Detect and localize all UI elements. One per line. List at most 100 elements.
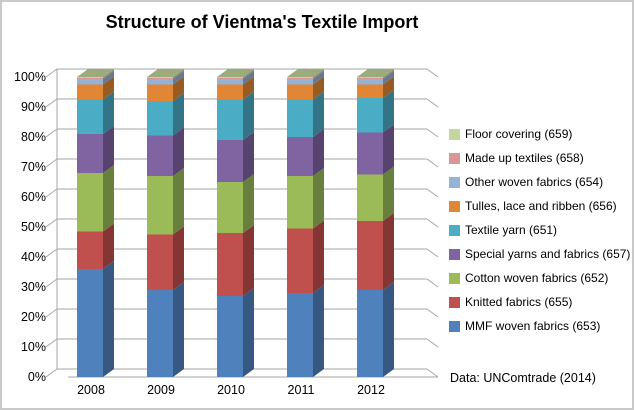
bar-segment-side	[173, 127, 184, 176]
bar-segment	[77, 79, 103, 85]
bar-segment	[357, 174, 383, 221]
y-axis-tick-label: 20%	[21, 310, 46, 324]
bar-segment	[357, 98, 383, 133]
bar-segment-side	[313, 285, 324, 377]
bar-top-face	[77, 69, 114, 77]
y-axis-tick-label: 90%	[21, 100, 46, 114]
bar-segment-side	[313, 76, 324, 100]
bar-segment	[357, 290, 383, 377]
axis-tick	[45, 368, 58, 378]
bar-segment-side	[313, 129, 324, 176]
bar-segment-side	[313, 220, 324, 293]
bar-segment-side	[103, 91, 114, 134]
legend-swatch	[449, 176, 460, 188]
bar-segment-side	[243, 132, 254, 182]
bar-segment	[287, 84, 313, 100]
bar-segment	[287, 293, 313, 377]
bar-segment-side	[313, 70, 324, 80]
legend-label: Knitted fabrics (655)	[465, 295, 573, 309]
legend-item: Tulles, lace and ribben (656)	[449, 194, 632, 218]
gridline-right-wall	[426, 188, 439, 198]
bar-segment-side	[173, 282, 184, 377]
bar-segment-side	[173, 226, 184, 290]
bar-segment	[147, 77, 173, 79]
bar-segment-side	[243, 70, 254, 80]
data-source-note: Data: UNComtrade (2014)	[450, 371, 596, 385]
y-axis-tick-label: 0%	[28, 370, 46, 384]
bar-segment-side	[313, 71, 324, 85]
axis-tick	[45, 98, 58, 108]
bar-top-face	[147, 69, 184, 77]
legend-swatch	[449, 272, 460, 284]
bar-segment-side	[383, 282, 394, 377]
legend-label: Other woven fabrics (654)	[465, 175, 604, 189]
bar-segment-side	[103, 71, 114, 85]
axis-tick	[45, 188, 58, 198]
legend-item: Knitted fabrics (655)	[449, 290, 632, 314]
bar-segment-side	[243, 288, 254, 377]
axis-tick	[45, 308, 58, 318]
bar-segment-side	[243, 76, 254, 100]
y-axis-tick-label: 50%	[21, 220, 46, 234]
axis-tick	[45, 158, 58, 168]
bar-segment-side	[173, 69, 184, 79]
bar-segment	[287, 176, 313, 229]
axis-tick	[45, 248, 58, 258]
bar-segment-side	[243, 69, 254, 79]
legend-label: Special yarns and fabrics (657)	[465, 247, 631, 261]
legend-item: Cotton woven fabrics (652)	[449, 266, 632, 290]
legend-swatch	[449, 152, 460, 164]
bar-segment	[357, 221, 383, 290]
bar-segment	[147, 79, 173, 85]
gridline-right-wall	[426, 68, 439, 78]
gridline-right-wall	[426, 278, 439, 288]
bar-segment	[77, 173, 103, 232]
bar-segment-side	[313, 69, 324, 79]
bar-segment-side	[243, 71, 254, 85]
bar-segment	[217, 99, 243, 140]
gridline-right-wall	[426, 218, 439, 228]
bar-segment-side	[383, 166, 394, 221]
bar-segment-side	[173, 93, 184, 136]
bar-segment	[217, 233, 243, 296]
legend-swatch	[449, 296, 460, 308]
gridline-right-wall	[426, 248, 439, 258]
legend-swatch	[449, 224, 460, 236]
gridline-right-wall	[426, 128, 439, 138]
bar-segment-side	[173, 71, 184, 85]
bar-segment	[287, 77, 313, 79]
bar-segment-side	[383, 213, 394, 290]
gridline-right-wall	[426, 368, 439, 378]
bar-segment	[77, 269, 103, 377]
bar-segment-side	[103, 69, 114, 79]
bar-segment-side	[103, 223, 114, 269]
bar-segment-side	[243, 91, 254, 140]
gridline-right-wall	[426, 308, 439, 318]
bar-segment	[77, 99, 103, 134]
bar-segment	[357, 132, 383, 175]
bar-segment	[217, 182, 243, 233]
bar-segment-side	[103, 70, 114, 80]
gridline-right-wall	[426, 338, 439, 348]
bar-segment	[287, 99, 313, 137]
legend-item: Made up textiles (658)	[449, 146, 632, 170]
bar-segment	[147, 78, 173, 80]
y-axis-tick-label: 70%	[21, 160, 46, 174]
axis-tick	[45, 68, 58, 78]
bar-segment	[357, 79, 383, 85]
legend-label: Textile yarn (651)	[465, 223, 558, 237]
bar-segment-side	[383, 76, 394, 98]
bar-segment-side	[383, 124, 394, 175]
axis-tick	[45, 338, 58, 348]
bar-segment	[217, 140, 243, 182]
x-axis-label: 2011	[288, 383, 315, 397]
bar-segment-side	[313, 168, 324, 229]
bar-segment	[357, 77, 383, 79]
legend-item: Other woven fabrics (654)	[449, 170, 632, 194]
bar-segment	[147, 176, 173, 235]
legend-swatch	[449, 200, 460, 212]
bar-segment-side	[383, 70, 394, 80]
x-axis-label: 2009	[147, 383, 175, 397]
y-axis-tick-label: 100%	[14, 70, 46, 84]
